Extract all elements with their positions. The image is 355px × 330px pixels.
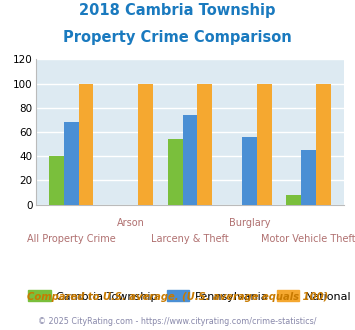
Bar — [242, 137, 257, 205]
Text: Property Crime Comparison: Property Crime Comparison — [63, 30, 292, 45]
Text: Arson: Arson — [116, 218, 144, 228]
Bar — [78, 83, 93, 205]
Text: 2018 Cambria Township: 2018 Cambria Township — [79, 3, 276, 18]
Bar — [168, 139, 182, 205]
Bar — [286, 195, 301, 205]
Text: © 2025 CityRating.com - https://www.cityrating.com/crime-statistics/: © 2025 CityRating.com - https://www.city… — [38, 317, 317, 326]
Text: Larceny & Theft: Larceny & Theft — [151, 234, 229, 244]
Text: Compared to U.S. average. (U.S. average equals 100): Compared to U.S. average. (U.S. average … — [27, 292, 328, 302]
Bar — [316, 83, 331, 205]
Bar — [49, 156, 64, 205]
Text: All Property Crime: All Property Crime — [27, 234, 115, 244]
Text: Motor Vehicle Theft: Motor Vehicle Theft — [261, 234, 355, 244]
Bar — [301, 150, 316, 205]
Bar — [138, 83, 153, 205]
Bar — [257, 83, 272, 205]
Bar — [64, 122, 78, 205]
Legend: Cambria Township, Pennsylvania, National: Cambria Township, Pennsylvania, National — [24, 286, 355, 306]
Bar — [182, 115, 197, 205]
Bar — [197, 83, 212, 205]
Text: Burglary: Burglary — [229, 218, 270, 228]
